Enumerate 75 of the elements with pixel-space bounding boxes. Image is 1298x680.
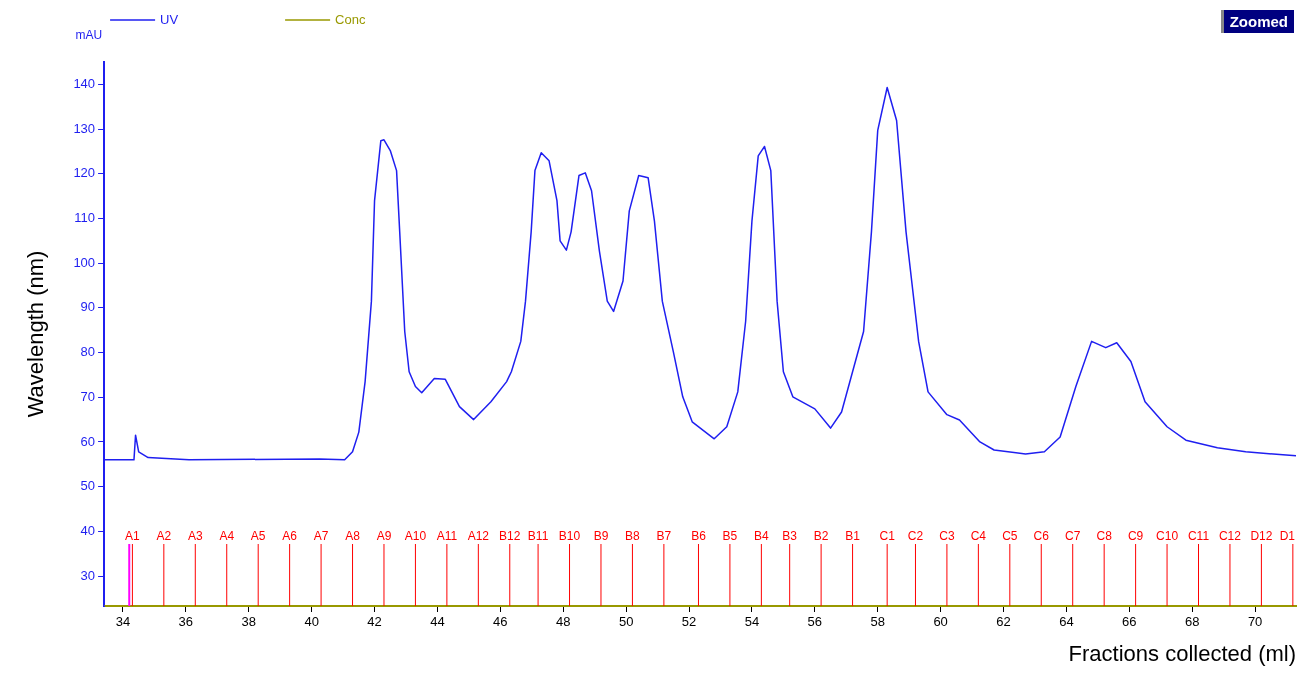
ref-line-label: A5 — [250, 529, 266, 544]
ref-line-label: A7 — [313, 529, 329, 544]
y-axis-title: Wavelength (nm) — [23, 250, 49, 418]
text: mAU — [75, 28, 103, 43]
ref-line-label: A1 — [125, 529, 141, 544]
x-tick-label: 34 — [115, 614, 131, 630]
y-tick-label: 130 — [73, 120, 96, 136]
ref-line-label: C10 — [1156, 529, 1179, 544]
ref-line-label: C6 — [1033, 529, 1050, 544]
legend-label: Conc — [335, 11, 366, 27]
x-tick-label: 56 — [807, 614, 823, 630]
ref-line-label: C2 — [907, 529, 924, 544]
x-tick-label: 54 — [744, 614, 760, 630]
ref-line-label: C7 — [1065, 529, 1081, 544]
x-tick-label: 50 — [618, 614, 634, 630]
ref-line-label: B8 — [625, 529, 641, 544]
x-tick-label: 62 — [996, 614, 1011, 630]
y-tick-label: 140 — [73, 75, 96, 91]
ref-line-label: C5 — [1002, 529, 1018, 544]
y-tick-label: 100 — [73, 254, 96, 270]
ref-line-label: A9 — [376, 529, 392, 544]
ref-line-label: B7 — [656, 529, 672, 544]
x-tick-label: 36 — [178, 614, 194, 630]
ref-line-label: D1 — [1279, 529, 1296, 544]
ref-line-label: C11 — [1187, 529, 1210, 544]
ref-line-label: B4 — [754, 529, 770, 544]
ref-line-label: B9 — [593, 529, 609, 544]
y-tick-label: 40 — [80, 522, 96, 538]
x-tick-label: 44 — [430, 614, 445, 630]
ref-line-label: A8 — [345, 529, 361, 544]
ref-line-label: B11 — [527, 529, 549, 544]
x-tick-label: 66 — [1122, 614, 1137, 630]
y-tick-label: 90 — [80, 299, 96, 315]
ref-line-label: A11 — [436, 529, 458, 544]
ref-line-label: B10 — [558, 529, 581, 544]
y-tick-label: 60 — [80, 433, 96, 449]
x-tick-label: 40 — [304, 614, 319, 630]
x-axis-title: Fractions collected (ml) — [1068, 640, 1296, 666]
x-tick-label: 60 — [933, 614, 948, 630]
y-tick-label: 30 — [80, 567, 96, 583]
ref-line-label: A6 — [282, 529, 298, 544]
ref-line-label: A2 — [156, 529, 172, 544]
text: Zoomed — [1220, 10, 1294, 33]
ref-line-label: B1 — [845, 529, 861, 544]
ref-line-label: C8 — [1096, 529, 1113, 544]
x-tick-label: 48 — [556, 614, 571, 630]
ref-line-label: C12 — [1218, 529, 1242, 544]
x-tick-label: 38 — [241, 614, 256, 630]
y-tick-label: 110 — [74, 210, 96, 226]
x-tick-label: 64 — [1059, 614, 1074, 630]
ref-line-label: B5 — [722, 529, 738, 544]
x-tick-label: 58 — [870, 614, 885, 630]
ref-line-label: C4 — [970, 529, 987, 544]
ref-line-label: A4 — [219, 529, 235, 544]
x-tick-label: 70 — [1247, 614, 1263, 630]
x-tick-label: 42 — [367, 614, 382, 630]
ref-line-label: B6 — [691, 529, 707, 544]
y-tick-label: 120 — [73, 165, 96, 181]
ref-line-label: B3 — [782, 529, 798, 544]
ref-line-label: C9 — [1127, 529, 1144, 544]
ref-line-label: A3 — [187, 529, 203, 544]
ref-line-label: B12 — [499, 529, 521, 544]
ref-line-label: A12 — [467, 529, 490, 544]
y-tick-label: 50 — [80, 478, 96, 494]
ref-line-label: A10 — [404, 529, 427, 544]
y-tick-label: 70 — [80, 388, 96, 404]
x-tick-label: 68 — [1184, 614, 1200, 630]
ref-line-label: C1 — [879, 529, 896, 544]
x-tick-label: 52 — [681, 614, 697, 630]
ref-line-label: B2 — [813, 529, 829, 544]
x-tick-label: 46 — [493, 614, 508, 630]
y-tick-label: 80 — [80, 344, 96, 360]
ref-line-label: D12 — [1250, 529, 1273, 544]
legend-label: UV — [160, 11, 179, 27]
ref-line-label: C3 — [939, 529, 955, 544]
